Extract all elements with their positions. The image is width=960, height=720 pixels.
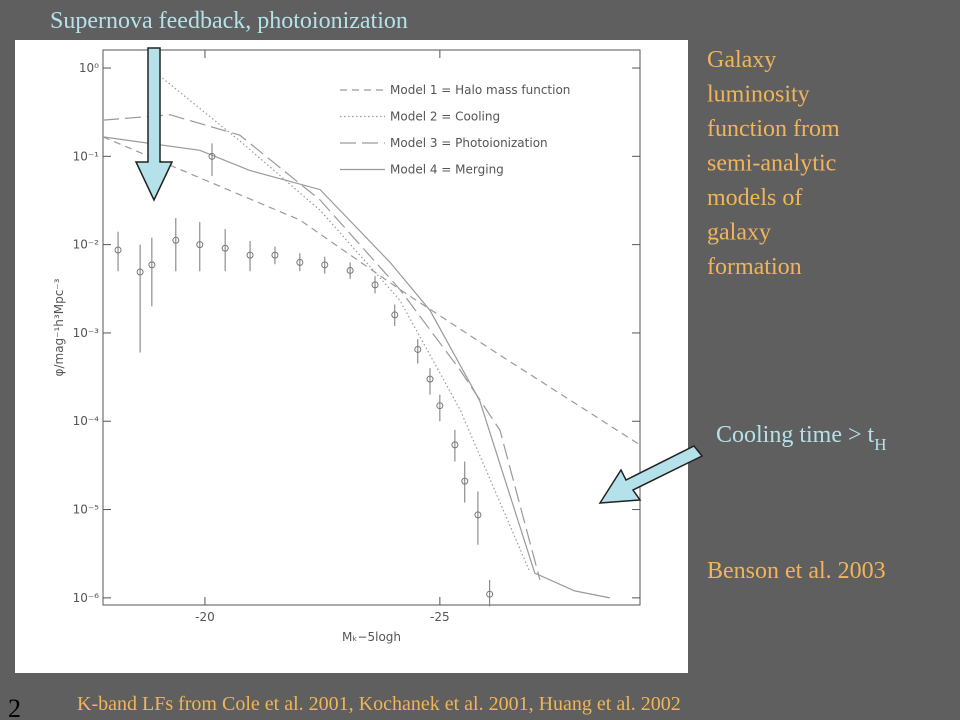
x-axis-label: Mₖ−5logh xyxy=(342,630,401,644)
data-point xyxy=(321,261,329,269)
cooling-subscript: H xyxy=(874,435,886,454)
top-note: Supernova feedback, photoionization xyxy=(50,8,408,34)
y-tick-label: 10⁰ xyxy=(79,61,99,75)
data-point xyxy=(426,375,434,383)
data-point xyxy=(346,266,354,274)
side-title-line: luminosity xyxy=(707,82,810,108)
model-line xyxy=(102,136,641,446)
side-title-line: Galaxy xyxy=(707,47,776,73)
side-title-line: galaxy xyxy=(707,220,771,246)
legend-label: Model 1 = Halo mass function xyxy=(390,83,570,97)
x-tick-label: -25 xyxy=(430,610,450,624)
figure-panel xyxy=(15,40,688,673)
cooling-note: Cooling time > tH xyxy=(716,422,886,454)
cooling-text: Cooling time > t xyxy=(716,422,875,448)
side-title: Galaxy luminosity function from semi-analyt… xyxy=(707,47,840,280)
data-point xyxy=(246,251,254,259)
data-point xyxy=(271,251,279,259)
data-point xyxy=(114,246,122,254)
legend-label: Model 4 = Merging xyxy=(390,163,504,177)
side-title-line: semi-analytic xyxy=(707,151,836,177)
y-axis-label: φ/mag⁻¹h³Mpc⁻³ xyxy=(52,278,66,376)
data-point xyxy=(296,258,304,266)
data-point xyxy=(196,241,204,249)
data-point xyxy=(474,511,482,519)
side-title-line: models of xyxy=(707,185,802,211)
data-point xyxy=(461,477,469,485)
data-point xyxy=(414,345,422,353)
model-line xyxy=(149,67,531,572)
reference: Benson et al. 2003 xyxy=(707,558,886,584)
x-tick-label: -20 xyxy=(195,610,215,624)
y-tick-label: 10⁻¹ xyxy=(73,149,100,163)
y-tick-label: 10⁻⁶ xyxy=(73,591,100,605)
data-point xyxy=(148,261,156,269)
y-tick-label: 10⁻⁵ xyxy=(73,503,100,517)
page-number: 2 xyxy=(8,694,21,720)
side-title-line: function from xyxy=(707,116,840,142)
y-tick-label: 10⁻² xyxy=(73,238,100,252)
data-point xyxy=(172,236,180,244)
data-point xyxy=(436,402,444,410)
data-point xyxy=(371,281,379,289)
model-line xyxy=(102,114,541,580)
data-point xyxy=(486,590,494,598)
model-line xyxy=(102,136,611,599)
arrow-down xyxy=(134,47,174,202)
side-title-line: formation xyxy=(707,254,802,280)
data-point xyxy=(208,152,216,160)
legend-label: Model 2 = Cooling xyxy=(390,110,500,124)
legend-label: Model 3 = Photoionization xyxy=(390,136,548,150)
plot: 10⁰ 10⁻¹ 10⁻² 10⁻³ 10⁻⁴ 10⁻⁵ 10⁻⁶ -20 -25 Mₖ−5log… xyxy=(52,49,641,644)
data-point xyxy=(136,268,144,276)
y-tick-label: 10⁻⁴ xyxy=(73,414,100,428)
data-point xyxy=(221,244,229,252)
y-tick-label: 10⁻³ xyxy=(73,326,100,340)
data-point xyxy=(451,441,459,449)
footer: K-band LFs from Cole et al. 2001, Kochan… xyxy=(77,693,681,715)
arrow-left xyxy=(598,445,704,504)
plot-frame xyxy=(102,49,641,606)
data-point xyxy=(391,311,399,319)
